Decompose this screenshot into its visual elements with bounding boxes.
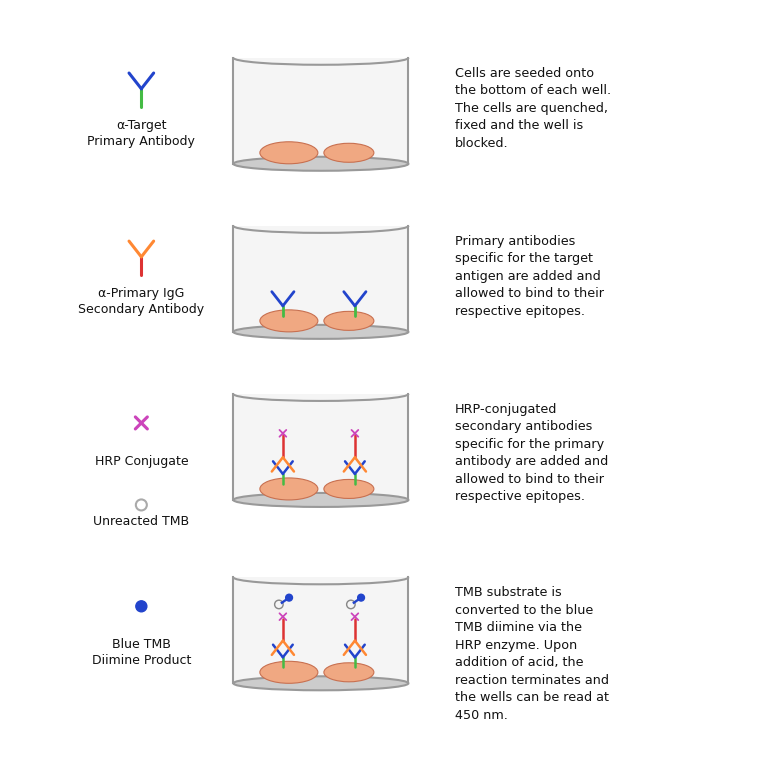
Ellipse shape [260,310,318,332]
Ellipse shape [233,676,409,691]
Ellipse shape [324,663,374,681]
Text: Cells are seeded onto
the bottom of each well.
The cells are quenched,
fixed and: Cells are seeded onto the bottom of each… [455,66,610,150]
Ellipse shape [233,493,409,507]
Text: Unreacted TMB: Unreacted TMB [93,515,189,528]
Text: HRP Conjugate: HRP Conjugate [95,455,188,468]
Ellipse shape [233,157,409,171]
Text: α-Target
Primary Antibody: α-Target Primary Antibody [87,118,196,147]
Text: Blue TMB
Diimine Product: Blue TMB Diimine Product [92,638,191,667]
Ellipse shape [233,325,409,339]
Circle shape [136,601,147,612]
Ellipse shape [260,142,318,163]
Ellipse shape [324,480,374,498]
Text: α-Primary IgG
Secondary Antibody: α-Primary IgG Secondary Antibody [78,286,205,316]
Ellipse shape [324,312,374,330]
Circle shape [358,594,364,601]
Text: HRP-conjugated
secondary antibodies
specific for the primary
antibody are added : HRP-conjugated secondary antibodies spec… [455,403,608,503]
Ellipse shape [260,478,318,500]
Bar [233,58,409,163]
Bar [233,226,409,332]
Text: Primary antibodies
specific for the target
antigen are added and
allowed to bind: Primary antibodies specific for the targ… [455,235,604,318]
Bar [233,578,409,683]
Ellipse shape [324,144,374,162]
Bar [233,394,409,500]
Circle shape [286,594,293,601]
Ellipse shape [260,662,318,683]
Text: TMB substrate is
converted to the blue
TMB diimine via the
HRP enzyme. Upon
addi: TMB substrate is converted to the blue T… [455,586,609,722]
